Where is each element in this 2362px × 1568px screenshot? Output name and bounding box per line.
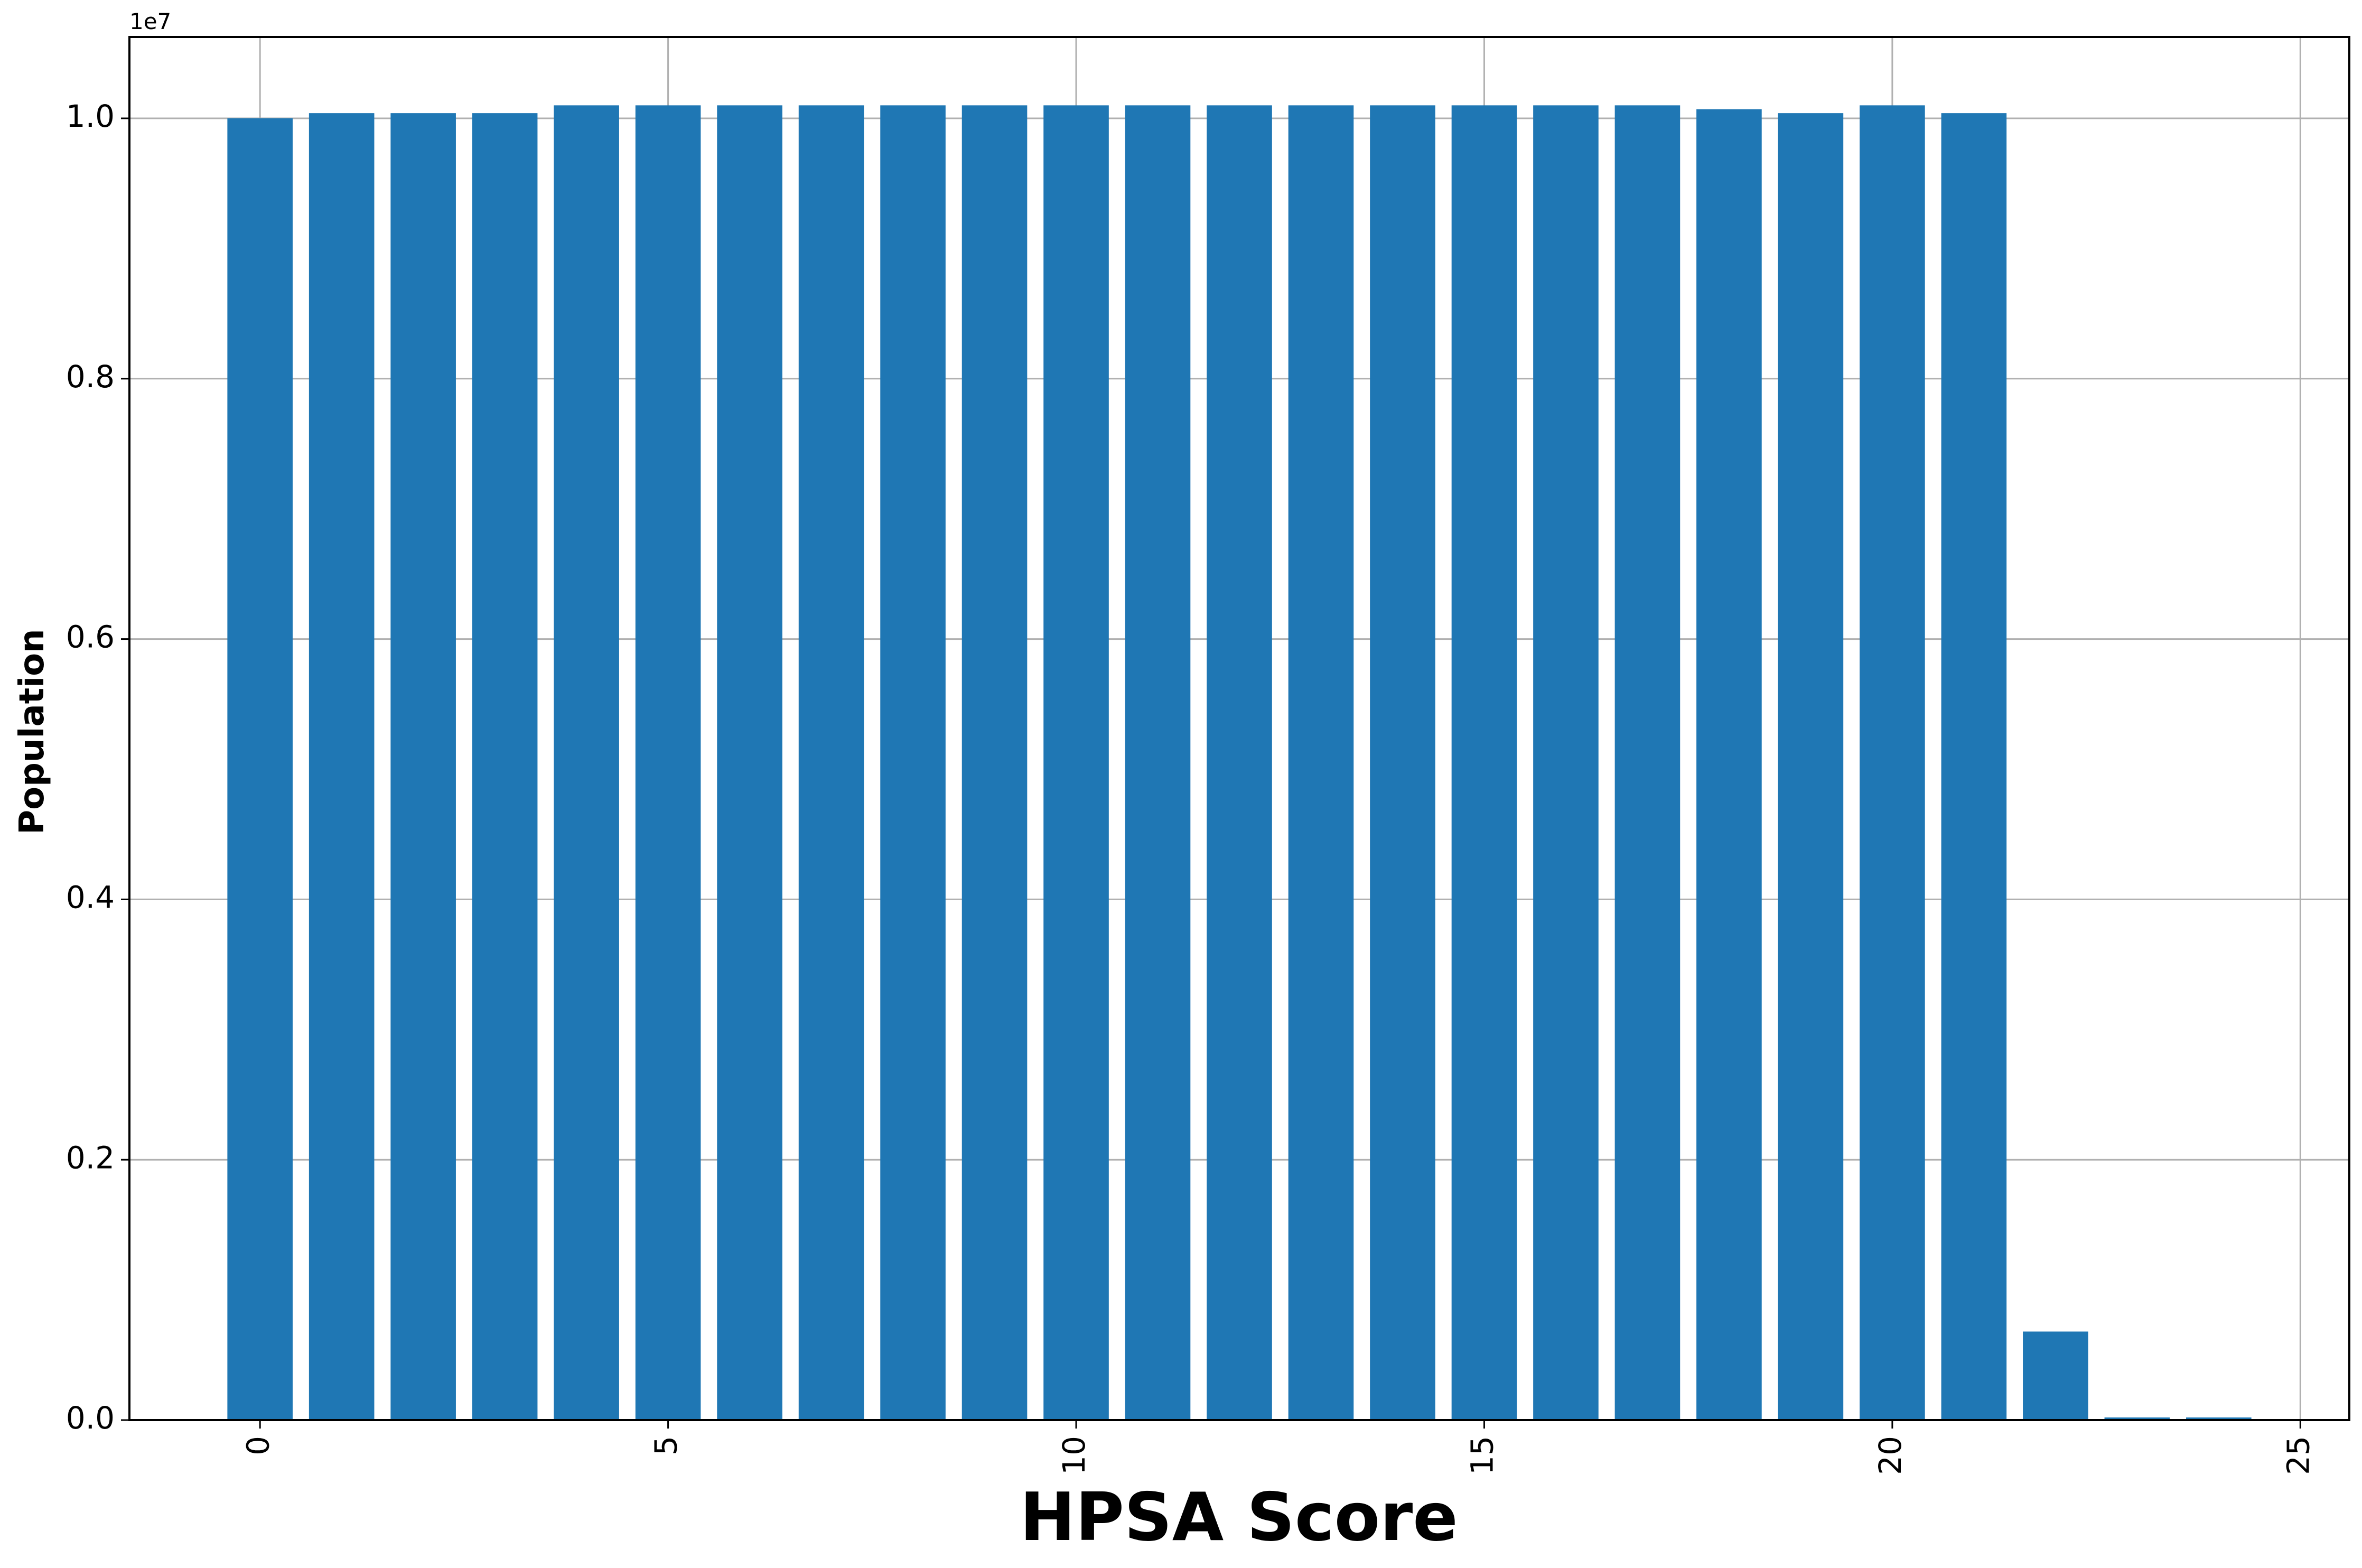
x-tick-label: 5 xyxy=(648,1436,684,1455)
bar xyxy=(554,105,619,1420)
bar xyxy=(472,113,538,1420)
bars xyxy=(227,105,2252,1421)
bar xyxy=(635,105,701,1420)
bar xyxy=(1370,105,1435,1420)
bar xyxy=(1778,113,1844,1420)
bar xyxy=(1125,105,1191,1420)
x-tick-label: 25 xyxy=(2280,1436,2316,1475)
bar xyxy=(1451,105,1517,1420)
x-tick-label: 0 xyxy=(240,1436,276,1455)
axes xyxy=(128,36,2350,1421)
bar xyxy=(1043,105,1109,1420)
y-tick-label: 0.6 xyxy=(66,619,115,655)
bar xyxy=(1941,113,2007,1420)
bar xyxy=(798,105,864,1420)
bar xyxy=(227,118,293,1420)
ticks: 0 5 10 15 20 25 0.0 0.2 0.4 0.6 0.8 1.0 xyxy=(66,98,2317,1475)
bar xyxy=(1696,109,1762,1421)
y-tick-label: 0.8 xyxy=(66,359,115,395)
bar xyxy=(2104,1417,2170,1420)
plot-frame xyxy=(128,36,2350,1421)
bar xyxy=(1614,105,1681,1420)
y-tick-label: 1.0 xyxy=(66,98,115,134)
bar xyxy=(2186,1417,2252,1420)
bar xyxy=(880,105,946,1420)
bar xyxy=(2023,1331,2088,1420)
bar xyxy=(1533,105,1599,1420)
bar xyxy=(1288,105,1354,1420)
bar xyxy=(1860,105,1925,1420)
x-axis-label: HPSA Score xyxy=(1020,1478,1458,1556)
x-tick-label: 20 xyxy=(1872,1436,1908,1475)
x-tick-label: 15 xyxy=(1464,1436,1500,1475)
y-tick-label: 0.2 xyxy=(66,1140,115,1175)
y-axis-offset-label: 1e7 xyxy=(129,8,171,34)
bar xyxy=(717,105,782,1420)
y-axis-label: Population xyxy=(13,629,52,834)
bar xyxy=(1207,105,1272,1420)
y-tick-label: 0.4 xyxy=(66,880,115,916)
bar xyxy=(309,113,375,1420)
bar xyxy=(390,113,456,1420)
y-tick-label: 0.0 xyxy=(66,1400,115,1436)
bar xyxy=(961,105,1028,1420)
x-tick-label: 10 xyxy=(1056,1436,1092,1475)
